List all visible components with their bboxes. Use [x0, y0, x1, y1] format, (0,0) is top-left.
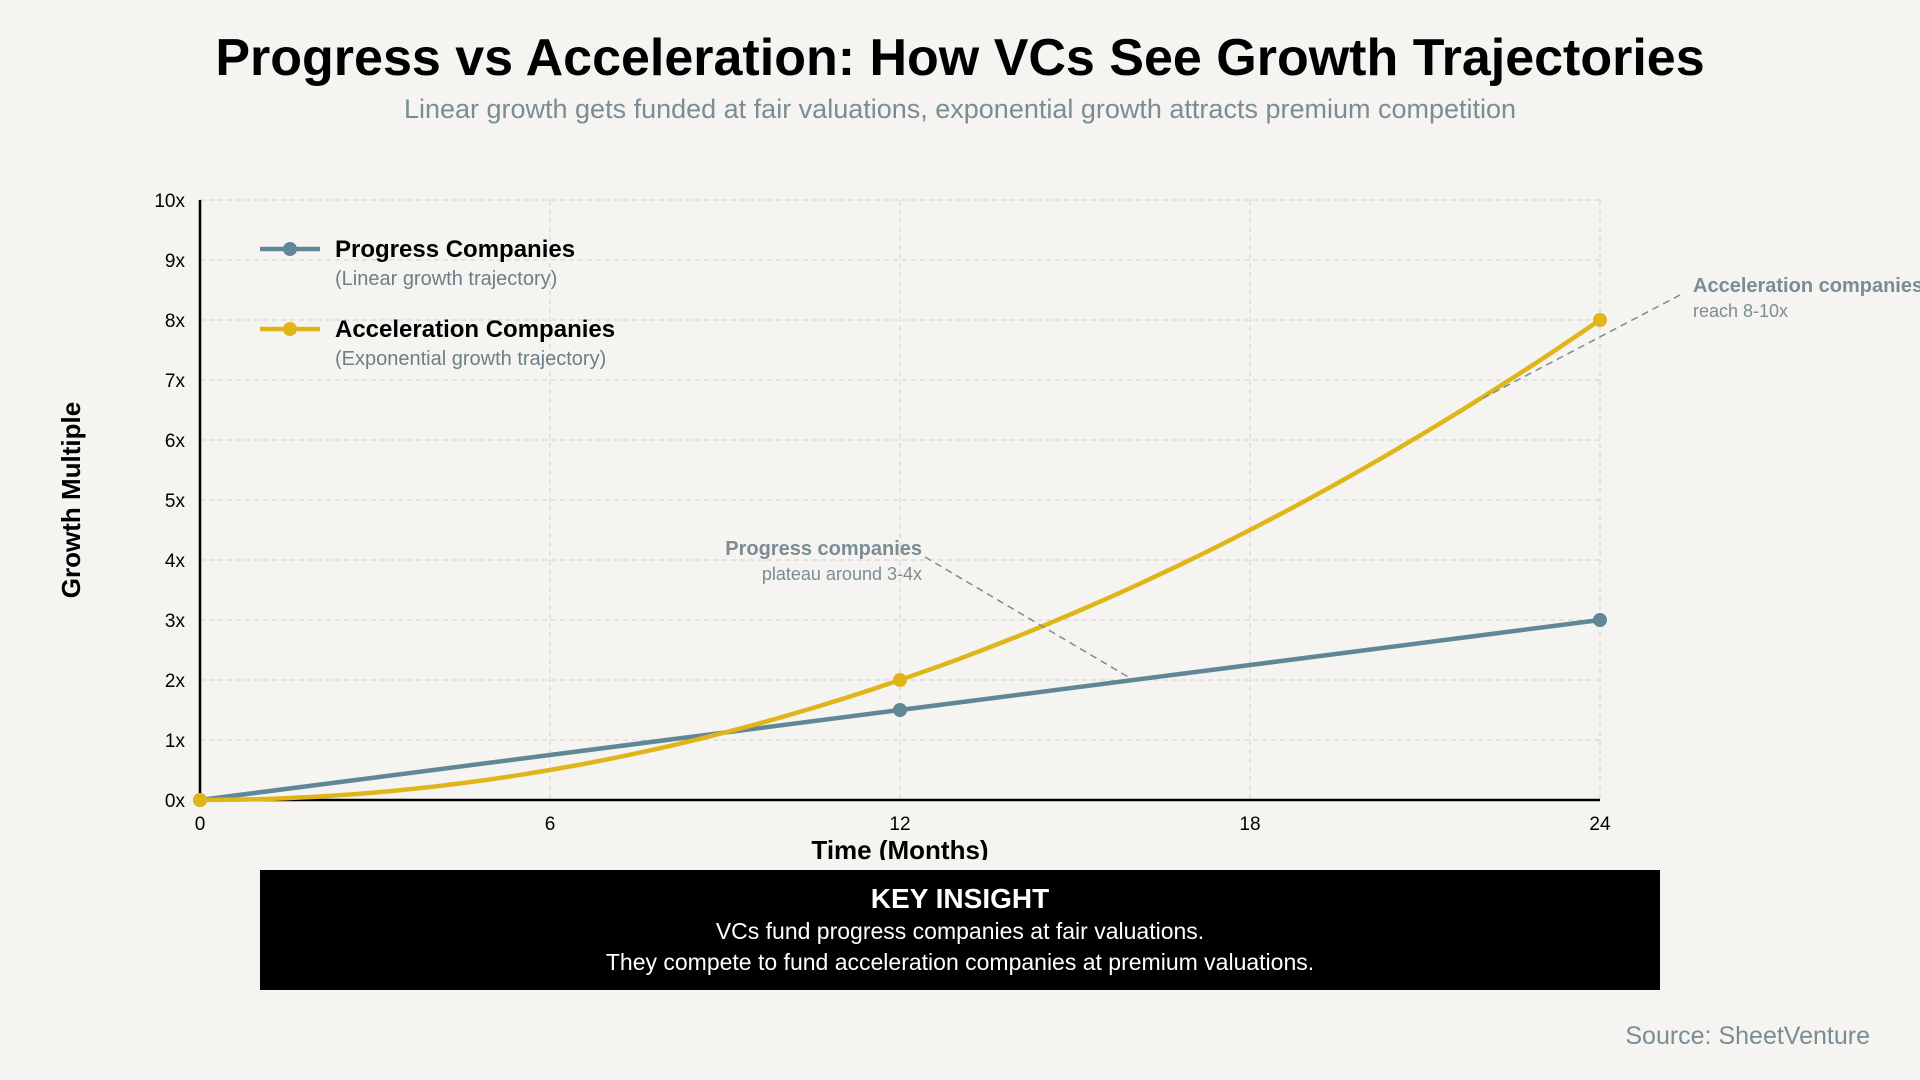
insight-line-2: They compete to fund acceleration compan… — [605, 949, 1315, 975]
y-tick-label: 0x — [165, 791, 186, 812]
y-tick-label: 8x — [165, 311, 186, 332]
x-axis-title: Time (Months) — [811, 835, 988, 860]
legend-label: Acceleration Companies — [335, 316, 615, 343]
data-point — [1593, 613, 1607, 627]
annotations: Progress companies plateau around 3-4x Acc… — [725, 275, 1920, 681]
annotation-progress-text: plateau around 3-4x — [762, 564, 922, 584]
y-tick-label: 9x — [165, 251, 186, 272]
data-point — [193, 793, 207, 807]
y-tick-label: 4x — [165, 551, 186, 572]
x-tick-label: 18 — [1239, 814, 1260, 835]
axes: 0x 1x 2x 3x 4x 5x 6x 7x 8x 9x 10x 0 6 12 18 24 Time (Mon… — [56, 191, 1611, 860]
annotation-leader-acceleration — [1482, 294, 1681, 399]
chart-title: Progress vs Acceleration: How VCs See Gr… — [215, 29, 1705, 87]
legend-swatch-marker — [283, 242, 297, 256]
annotation-progress-title: Progress companies — [725, 538, 922, 560]
legend-swatch-marker — [283, 322, 297, 336]
data-point — [893, 703, 907, 717]
chart-subtitle: Linear growth gets funded at fair valuat… — [403, 94, 1517, 124]
y-tick-label: 6x — [165, 431, 186, 452]
y-tick-label: 2x — [165, 671, 186, 692]
annotation-acceleration-text: reach 8-10x — [1693, 301, 1788, 321]
y-tick-label: 5x — [165, 491, 186, 512]
annotation-leader-progress — [924, 556, 1134, 681]
legend-description: (Linear growth trajectory) — [335, 268, 557, 290]
y-axis-title: Growth Multiple — [56, 402, 86, 598]
insight-line-1: VCs fund progress companies at fair valu… — [715, 918, 1205, 944]
x-tick-label: 12 — [889, 814, 910, 835]
key-insight-box: KEY INSIGHT VCs fund progress companies … — [260, 870, 1660, 990]
legend: Progress Companies (Linear growth traject… — [260, 236, 615, 370]
annotation-acceleration-title: Acceleration companies — [1693, 275, 1920, 297]
y-tick-label: 7x — [165, 371, 186, 392]
y-tick-label: 10x — [154, 191, 185, 212]
x-tick-label: 6 — [545, 814, 556, 835]
y-tick-label: 3x — [165, 611, 186, 632]
legend-label: Progress Companies — [335, 236, 575, 263]
series-lines — [193, 313, 1607, 807]
source-note: Source: SheetVenture — [1625, 1022, 1870, 1050]
x-tick-label: 0 — [195, 814, 206, 835]
legend-description: (Exponential growth trajectory) — [335, 348, 606, 370]
data-point — [893, 673, 907, 687]
growth-chart: 0x 1x 2x 3x 4x 5x 6x 7x 8x 9x 10x 0 6 12 18 24 Time (Mon… — [56, 191, 1920, 860]
data-point — [1593, 313, 1607, 327]
insight-title: KEY INSIGHT — [870, 883, 1050, 914]
x-tick-label: 24 — [1589, 814, 1611, 835]
y-tick-label: 1x — [165, 731, 186, 752]
grid-lines — [200, 199, 1601, 800]
